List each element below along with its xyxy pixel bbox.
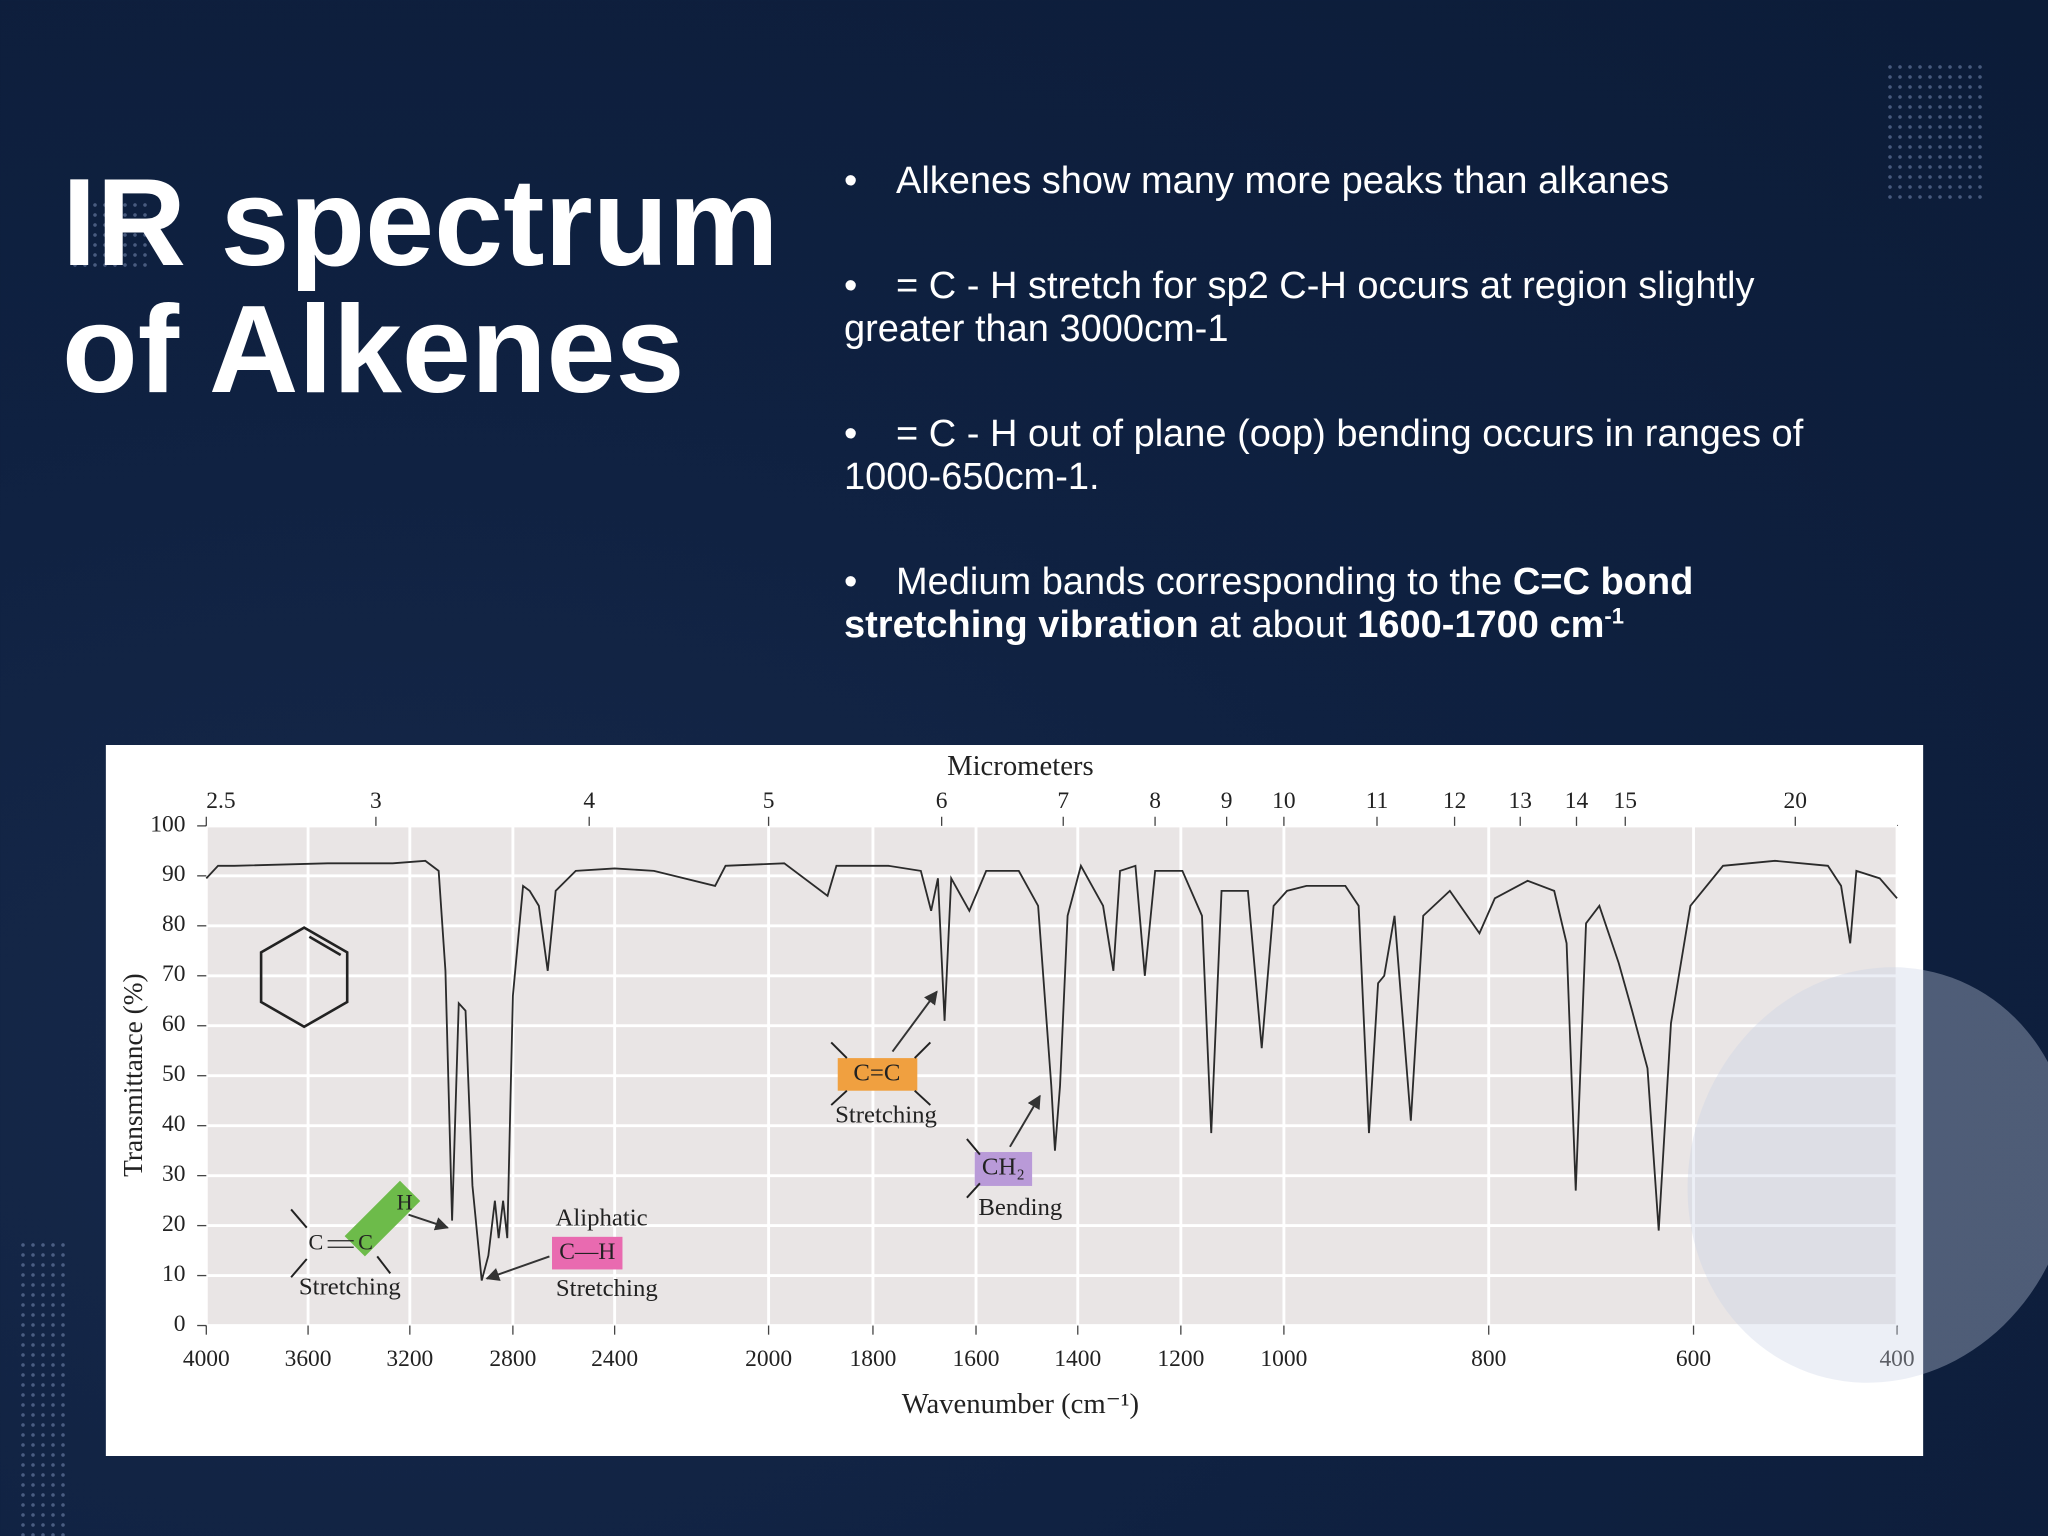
- bullet-text: -1: [1604, 603, 1624, 629]
- x2-tick-label: 7: [1057, 788, 1069, 814]
- x-tick-label: 800: [1471, 1346, 1506, 1372]
- y-tick-label: 10: [162, 1261, 185, 1287]
- x2-tick-label: 2.5: [206, 788, 235, 814]
- y-tick-label: 30: [162, 1161, 185, 1187]
- x2-axis-label: Micrometers: [947, 750, 1094, 782]
- x-tick-label: 1600: [953, 1346, 1000, 1372]
- bullet-text: Medium bands corresponding to the: [896, 561, 1513, 603]
- double-bond: [308, 935, 342, 957]
- x-tick-label: 600: [1676, 1346, 1711, 1372]
- bullet: Alkenes show many more peaks than alkane…: [844, 160, 1874, 203]
- decor-dots: [1885, 62, 1985, 202]
- x-tick-label: 1400: [1054, 1346, 1101, 1372]
- decor-dots: [70, 200, 150, 270]
- x-tick-label: 2800: [489, 1346, 536, 1372]
- x2-tick-label: 10: [1272, 788, 1295, 814]
- bullet: = C - H stretch for sp2 C-H occurs at re…: [844, 265, 1874, 351]
- bullet-text: Alkenes show many more peaks than alkane…: [896, 160, 1670, 202]
- x2-tick-label: 14: [1565, 788, 1589, 814]
- x2-tick-label: 9: [1221, 788, 1233, 814]
- decor-dots: [18, 1240, 68, 1536]
- y-tick-label: 50: [162, 1061, 185, 1087]
- bullet-text: = C - H stretch for sp2 C-H occurs at re…: [844, 265, 1755, 350]
- x-tick-label: 400: [1879, 1346, 1914, 1372]
- bond: [290, 1208, 308, 1229]
- bond: [914, 1089, 932, 1106]
- annotation: C: [358, 1230, 373, 1255]
- highlight: [974, 1152, 1033, 1186]
- bond: [914, 1041, 932, 1059]
- annotation: Stretching: [299, 1274, 401, 1301]
- highlight: [344, 1180, 421, 1257]
- x-tick-label: 3600: [285, 1346, 332, 1372]
- x2-tick-label: 3: [370, 788, 382, 814]
- x2-tick-label: 15: [1614, 788, 1637, 814]
- spectrum-line: [205, 859, 1898, 1281]
- x-tick-label: 1800: [849, 1346, 896, 1372]
- annotation: Aliphatic: [556, 1205, 648, 1232]
- annotation: C=C: [853, 1060, 900, 1087]
- annotation: CH₂: [982, 1154, 1025, 1181]
- y-tick-label: 80: [162, 911, 185, 937]
- y-tick-label: 100: [150, 811, 185, 837]
- arrow: [1009, 1094, 1041, 1148]
- arrow: [408, 1213, 449, 1231]
- arrow: [485, 1255, 550, 1281]
- y-tick-label: 60: [162, 1011, 185, 1037]
- x2-tick-label: 13: [1508, 788, 1531, 814]
- x-tick-label: 2000: [745, 1346, 792, 1372]
- annotation: C—H: [559, 1239, 615, 1265]
- highlight: [837, 1058, 918, 1091]
- bullet: Medium bands corresponding to the C=C bo…: [844, 561, 1874, 647]
- annotation: Stretching: [835, 1101, 937, 1128]
- bond: [376, 1255, 392, 1274]
- y-tick-label: 40: [162, 1111, 185, 1137]
- annotation: C: [309, 1230, 324, 1255]
- x2-tick-label: 4: [583, 788, 595, 814]
- x-tick-label: 3200: [386, 1346, 433, 1372]
- x-tick-label: 1000: [1260, 1346, 1307, 1372]
- x2-tick-label: 12: [1443, 788, 1466, 814]
- annotations: C CHStretchingAliphaticC—HStretchingC=CSt…: [259, 926, 1062, 1302]
- bullet: = C - H out of plane (oop) bending occur…: [844, 413, 1874, 499]
- bullet-text: at about: [1198, 604, 1358, 646]
- arrow: [891, 990, 938, 1053]
- y-tick-label: 90: [162, 861, 185, 887]
- x2-tick-label: 20: [1784, 788, 1807, 814]
- x2-tick-label: 6: [936, 788, 948, 814]
- annotation: H: [397, 1189, 413, 1214]
- x-tick-label: 4000: [183, 1346, 230, 1372]
- annotation: Bending: [978, 1194, 1062, 1221]
- bullet-text: 1600-1700 cm: [1357, 604, 1605, 646]
- y-tick-label: 70: [162, 961, 185, 987]
- bullet-list: Alkenes show many more peaks than alkane…: [844, 160, 1874, 709]
- slide-title: IR spectrum of Alkenes: [62, 154, 779, 419]
- y-tick-label: 20: [162, 1211, 185, 1237]
- highlight: [552, 1236, 623, 1270]
- x2-tick-label: 11: [1366, 788, 1389, 814]
- y-axis-label: Transmittance (%): [118, 973, 148, 1177]
- bond: [966, 1138, 981, 1156]
- x-axis-label: Wavenumber (cm⁻¹): [902, 1388, 1139, 1420]
- cyclohexene: [259, 926, 349, 1029]
- y-tick-label: 0: [174, 1311, 186, 1337]
- x2-tick-label: 5: [763, 788, 775, 814]
- x-tick-label: 1200: [1157, 1346, 1204, 1372]
- bond: [830, 1041, 848, 1059]
- bond: [966, 1182, 981, 1199]
- x-tick-label: 2400: [591, 1346, 638, 1372]
- bullet-text: C=C bond stretching vibration: [844, 561, 1694, 646]
- bullet-text: = C - H out of plane (oop) bending occur…: [844, 413, 1804, 498]
- bond: [830, 1089, 848, 1106]
- annotation: Stretching: [556, 1275, 658, 1302]
- x2-tick-label: 8: [1149, 788, 1161, 814]
- bond: [290, 1258, 308, 1278]
